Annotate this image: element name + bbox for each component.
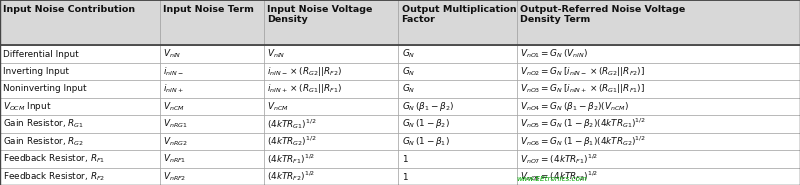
Bar — [264, 150, 398, 168]
Text: Noninverting Input: Noninverting Input — [3, 85, 87, 93]
Bar — [398, 168, 517, 185]
Bar — [517, 98, 800, 115]
Text: $V_{nO1} = G_N\,(V_{nIN})$: $V_{nO1} = G_N\,(V_{nIN})$ — [520, 48, 588, 60]
Bar — [517, 63, 800, 80]
Text: $G_N$: $G_N$ — [402, 83, 415, 95]
Text: $V_{nO3} = G_N\,[i_{nIN+} \times (R_{G1}||R_{F1})]$: $V_{nO3} = G_N\,[i_{nIN+} \times (R_{G1}… — [520, 83, 645, 95]
Text: $V_{OCM}$ Input: $V_{OCM}$ Input — [3, 100, 52, 113]
Bar — [264, 45, 398, 63]
Text: $(4kTR_{G2})^{1/2}$: $(4kTR_{G2})^{1/2}$ — [267, 134, 317, 148]
Bar — [160, 0, 264, 45]
Text: $i_{nIN-} \times (R_{G2}||R_{F2})$: $i_{nIN-} \times (R_{G2}||R_{F2})$ — [267, 65, 342, 78]
Bar — [398, 150, 517, 168]
Bar — [398, 133, 517, 150]
Bar — [517, 150, 800, 168]
Text: $V_{nRF1}$: $V_{nRF1}$ — [163, 153, 186, 165]
Text: $V_{nO4} = G_N\,(\beta_1 - \beta_2)(V_{nCM})$: $V_{nO4} = G_N\,(\beta_1 - \beta_2)(V_{n… — [520, 100, 629, 113]
Text: $V_{nO5} = G_N\,(1 - \beta_2)(4kTR_{G1})^{1/2}$: $V_{nO5} = G_N\,(1 - \beta_2)(4kTR_{G1})… — [520, 117, 646, 131]
Text: $V_{nIN}$: $V_{nIN}$ — [163, 48, 182, 60]
Text: $1$: $1$ — [402, 171, 408, 182]
Text: www.EEtronics.com: www.EEtronics.com — [516, 176, 587, 182]
Bar — [160, 115, 264, 133]
Text: $i_{nIN-}$: $i_{nIN-}$ — [163, 65, 184, 78]
Bar — [0, 0, 160, 45]
Text: Input Noise Term: Input Noise Term — [163, 5, 254, 14]
Bar — [517, 80, 800, 98]
Text: $G_N$: $G_N$ — [402, 48, 415, 60]
Bar — [0, 150, 160, 168]
Bar — [0, 45, 160, 63]
Bar — [264, 98, 398, 115]
Bar — [398, 45, 517, 63]
Text: $G_N\,(\beta_1 - \beta_2)$: $G_N\,(\beta_1 - \beta_2)$ — [402, 100, 454, 113]
Text: Output-Referred Noise Voltage
Density Term: Output-Referred Noise Voltage Density Te… — [520, 5, 686, 24]
Bar — [160, 168, 264, 185]
Text: $G_N\,(1 - \beta_1)$: $G_N\,(1 - \beta_1)$ — [402, 135, 450, 148]
Text: $G_N$: $G_N$ — [402, 65, 415, 78]
Text: $i_{nIN+}$: $i_{nIN+}$ — [163, 83, 184, 95]
Text: Input Noise Contribution: Input Noise Contribution — [3, 5, 135, 14]
Bar — [0, 98, 160, 115]
Bar — [160, 98, 264, 115]
Text: $V_{nRG1}$: $V_{nRG1}$ — [163, 118, 188, 130]
Bar — [264, 80, 398, 98]
Text: $(4kTR_{G1})^{1/2}$: $(4kTR_{G1})^{1/2}$ — [267, 117, 317, 131]
Bar — [0, 115, 160, 133]
Bar — [0, 168, 160, 185]
Bar — [0, 133, 160, 150]
Bar — [398, 0, 517, 45]
Text: $V_{nRF2}$: $V_{nRF2}$ — [163, 170, 186, 183]
Text: $G_N\,(1 - \beta_2)$: $G_N\,(1 - \beta_2)$ — [402, 117, 450, 130]
Bar — [264, 63, 398, 80]
Text: $V_{nO6} = G_N\,(1 - \beta_1)(4kTR_{G2})^{1/2}$: $V_{nO6} = G_N\,(1 - \beta_1)(4kTR_{G2})… — [520, 134, 646, 149]
Bar — [0, 63, 160, 80]
Text: $V_{nCM}$: $V_{nCM}$ — [267, 100, 289, 113]
Text: $V_{nCM}$: $V_{nCM}$ — [163, 100, 185, 113]
Text: $1$: $1$ — [402, 153, 408, 164]
Bar — [160, 63, 264, 80]
Bar — [160, 150, 264, 168]
Text: Gain Resistor, $R_{G1}$: Gain Resistor, $R_{G1}$ — [3, 118, 84, 130]
Text: $V_{nO2} = G_N\,[i_{nIN-} \times (R_{G2}||R_{F2})]$: $V_{nO2} = G_N\,[i_{nIN-} \times (R_{G2}… — [520, 65, 645, 78]
Bar — [398, 80, 517, 98]
Text: $i_{nIN+} \times (R_{G1}||R_{F1})$: $i_{nIN+} \times (R_{G1}||R_{F1})$ — [267, 83, 342, 95]
Bar — [517, 168, 800, 185]
Bar — [517, 0, 800, 45]
Bar — [517, 45, 800, 63]
Bar — [264, 168, 398, 185]
Text: $V_{nO7} = (4kTR_{F1})^{1/2}$: $V_{nO7} = (4kTR_{F1})^{1/2}$ — [520, 152, 598, 166]
Bar — [398, 115, 517, 133]
Bar — [160, 80, 264, 98]
Bar — [264, 115, 398, 133]
Bar — [398, 98, 517, 115]
Text: $(4kTR_{F2})^{1/2}$: $(4kTR_{F2})^{1/2}$ — [267, 169, 315, 183]
Bar — [517, 115, 800, 133]
Bar — [398, 63, 517, 80]
Text: Gain Resistor, $R_{G2}$: Gain Resistor, $R_{G2}$ — [3, 135, 84, 148]
Text: Output Multiplication
Factor: Output Multiplication Factor — [402, 5, 516, 24]
Text: Feedback Resistor, $R_{F2}$: Feedback Resistor, $R_{F2}$ — [3, 170, 106, 183]
Text: Differential Input: Differential Input — [3, 50, 79, 59]
Text: $V_{nO8} = (4kTR_{F2})^{1/2}$: $V_{nO8} = (4kTR_{F2})^{1/2}$ — [520, 169, 598, 183]
Bar — [264, 133, 398, 150]
Text: Inverting Input: Inverting Input — [3, 67, 70, 76]
Bar — [160, 45, 264, 63]
Text: Feedback Resistor, $R_{F1}$: Feedback Resistor, $R_{F1}$ — [3, 153, 106, 165]
Bar — [160, 133, 264, 150]
Bar — [0, 80, 160, 98]
Text: $(4kTR_{F1})^{1/2}$: $(4kTR_{F1})^{1/2}$ — [267, 152, 315, 166]
Text: $V_{nIN}$: $V_{nIN}$ — [267, 48, 286, 60]
Text: $V_{nRG2}$: $V_{nRG2}$ — [163, 135, 188, 148]
Bar — [264, 0, 398, 45]
Text: Input Noise Voltage
Density: Input Noise Voltage Density — [267, 5, 373, 24]
Bar — [517, 133, 800, 150]
